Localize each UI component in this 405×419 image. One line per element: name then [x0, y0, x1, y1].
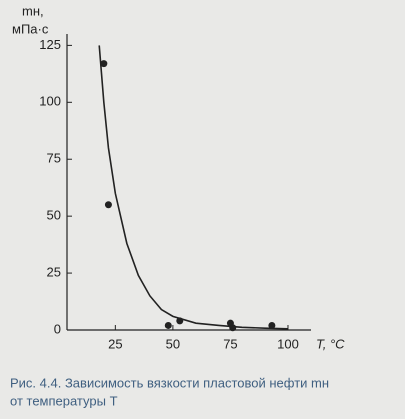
point	[268, 321, 276, 329]
y-tick-label: 75	[47, 151, 61, 166]
y-label: mн,	[22, 3, 44, 18]
y-tick-label: 125	[39, 37, 61, 52]
caption: от температуры T	[10, 393, 118, 408]
caption: Рис. 4.4. Зависимость вязкости пластовой…	[10, 375, 329, 390]
x-label: T, °C	[316, 336, 345, 351]
point	[176, 317, 184, 325]
x-tick-label: 100	[277, 336, 299, 351]
point	[164, 321, 172, 329]
y-tick-label: 100	[39, 94, 61, 109]
x-tick-label: 25	[108, 336, 122, 351]
fit-curve	[98, 45, 289, 330]
y-label: мПа·с	[12, 21, 49, 36]
x-tick-label: 75	[223, 336, 237, 351]
point	[100, 60, 108, 68]
y-tick-label: 0	[54, 321, 61, 336]
y-tick-label: 50	[47, 208, 61, 223]
point	[229, 324, 237, 332]
point	[104, 201, 112, 209]
y-tick-label: 25	[47, 265, 61, 280]
x-tick-label: 50	[166, 336, 180, 351]
